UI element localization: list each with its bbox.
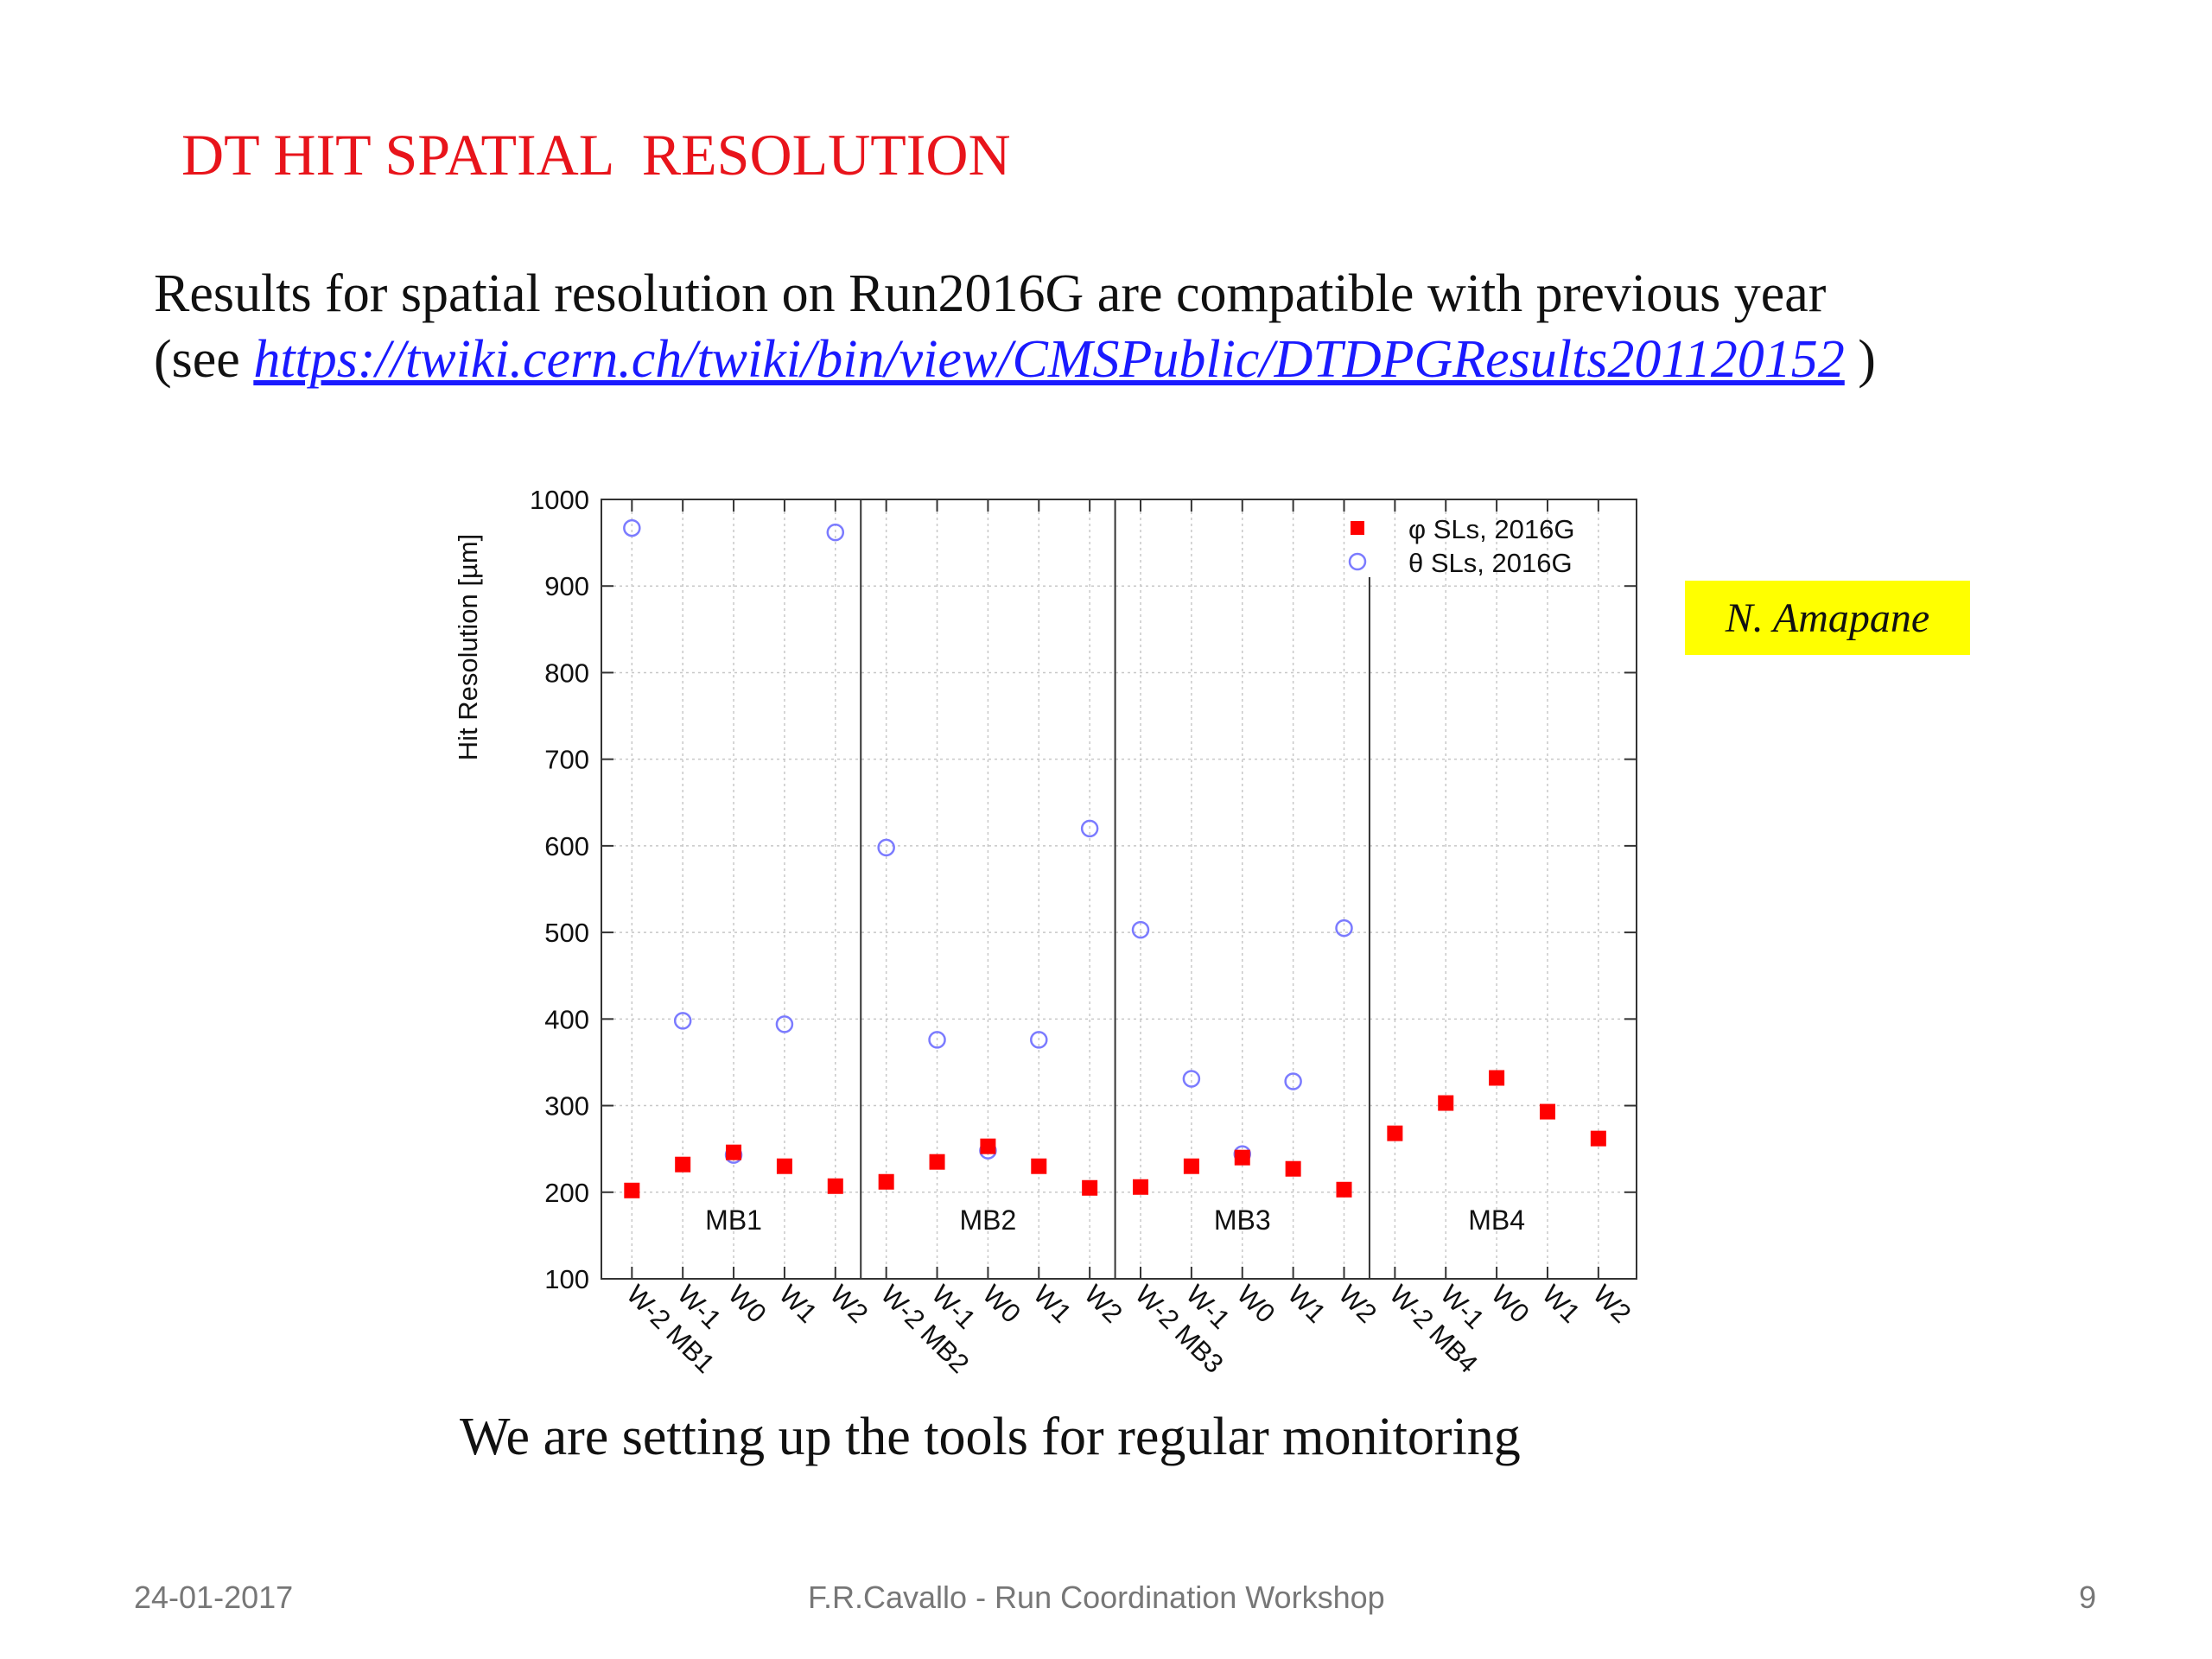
legend-marker-theta: [1348, 552, 1367, 571]
phi-point: [827, 1178, 843, 1194]
y-tick-label: 100: [544, 1264, 589, 1294]
twiki-link[interactable]: https://twiki.cern.ch/twiki/bin/view/CMS…: [253, 330, 1845, 389]
phi-point: [929, 1154, 945, 1170]
phi-point: [1133, 1179, 1149, 1195]
phi-point: [1234, 1149, 1250, 1166]
theta-point: [673, 1012, 692, 1030]
x-tick-label: W2: [1078, 1279, 1128, 1329]
theta-point: [623, 518, 641, 537]
station-label: MB1: [705, 1205, 762, 1236]
y-tick-label: 200: [544, 1178, 589, 1208]
phi-point: [1387, 1125, 1403, 1141]
phi-point: [726, 1144, 742, 1160]
footer-date: 24-01-2017: [134, 1580, 294, 1615]
phi-point: [675, 1156, 691, 1173]
theta-point: [1284, 1072, 1302, 1090]
theta-point: [1182, 1070, 1201, 1088]
phi-point: [1438, 1095, 1454, 1111]
theta-point: [928, 1031, 946, 1049]
phi-point: [1590, 1130, 1606, 1147]
x-tick-label: W2: [1333, 1279, 1383, 1329]
footer-page-number: 9: [2079, 1580, 2097, 1615]
body-line-1: Results for spatial resolution on Run201…: [154, 264, 1827, 323]
body-line-2-prefix: (see: [154, 330, 254, 389]
y-tick-label: 500: [544, 918, 589, 948]
station-label: MB2: [960, 1205, 1017, 1236]
x-tick-label: W1: [1282, 1279, 1332, 1329]
y-tick-label: 700: [544, 745, 589, 775]
y-tick-label: 600: [544, 831, 589, 861]
station-label: MB3: [1214, 1205, 1271, 1236]
phi-point: [776, 1158, 792, 1174]
phi-point: [980, 1138, 996, 1154]
x-tick-label: W1: [773, 1279, 823, 1329]
x-tick-label: W0: [1231, 1279, 1281, 1329]
phi-point: [1183, 1158, 1199, 1174]
slide-title: DT HIT SPATIAL RESOLUTION: [181, 122, 1011, 188]
body-line-2-suffix: ): [1844, 330, 1876, 389]
legend-label-phi: φ SLs, 2016G: [1408, 514, 1574, 544]
x-tick-label: W2: [824, 1279, 874, 1329]
y-tick-label: 900: [544, 571, 589, 601]
phi-point: [624, 1182, 640, 1198]
x-tick-label: W0: [1485, 1279, 1535, 1329]
x-tick-label: W0: [976, 1279, 1027, 1329]
y-axis-label: Hit Resolution [µm]: [453, 534, 483, 761]
plot-frame: [601, 499, 1637, 1280]
theta-point: [826, 523, 845, 542]
theta-point: [1030, 1031, 1048, 1049]
author-note: N. Amapane: [1685, 581, 1970, 655]
phi-point: [1539, 1103, 1555, 1120]
y-tick-label: 800: [544, 658, 589, 688]
theta-point: [1131, 920, 1150, 939]
station-label: MB4: [1468, 1205, 1525, 1236]
phi-point: [1489, 1070, 1505, 1086]
x-tick-label: W1: [1027, 1279, 1077, 1329]
y-tick-label: 1000: [530, 485, 589, 515]
body-text: Results for spatial resolution on Run201…: [154, 261, 1876, 392]
theta-point: [1080, 819, 1099, 838]
phi-point: [878, 1173, 894, 1190]
footer-center: F.R.Cavallo - Run Coordination Workshop: [808, 1580, 1385, 1615]
phi-point: [1031, 1158, 1047, 1174]
phi-point: [1285, 1160, 1301, 1177]
x-tick-label: W2: [1587, 1279, 1637, 1329]
theta-point: [775, 1015, 794, 1033]
theta-point: [1335, 918, 1353, 938]
slide-caption: We are setting up the tools for regular …: [460, 1408, 1521, 1466]
legend-label-theta: θ SLs, 2016G: [1408, 548, 1573, 578]
phi-point: [1336, 1181, 1352, 1198]
theta-point: [877, 838, 895, 857]
legend-marker-phi: [1351, 521, 1364, 535]
phi-point: [1082, 1179, 1098, 1196]
x-tick-label: W0: [722, 1279, 772, 1329]
x-tick-label: W1: [1536, 1279, 1586, 1329]
body-line-2: (see https://twiki.cern.ch/twiki/bin/vie…: [154, 327, 1876, 392]
y-tick-label: 300: [544, 1091, 589, 1122]
y-tick-label: 400: [544, 1004, 589, 1034]
